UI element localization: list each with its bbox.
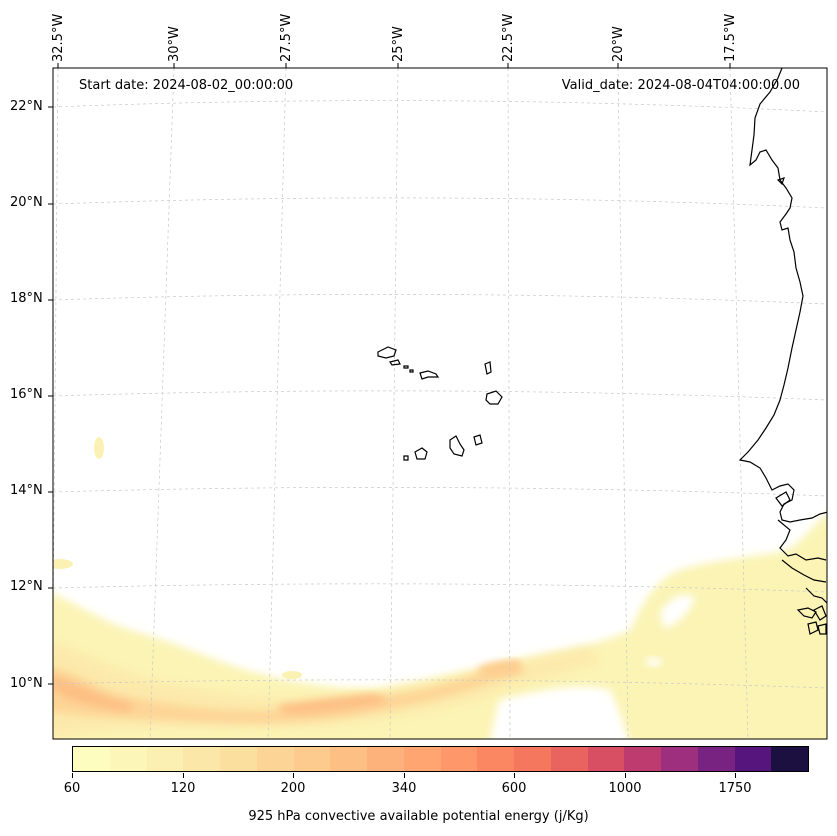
- lat-label-22n: 22°N: [10, 99, 43, 114]
- colorbar-segment: [440, 747, 478, 771]
- colorbar-segment: [293, 747, 331, 771]
- colorbar-tick: [625, 773, 626, 778]
- cape-region-mid: [53, 663, 526, 724]
- colorbar-segment: [73, 747, 110, 771]
- colorbar-tick: [735, 773, 736, 778]
- colorbar-tick: [514, 773, 515, 778]
- colorbar-segment: [109, 747, 147, 771]
- colorbar-segment: [550, 747, 588, 771]
- cape-region-high-2: [278, 694, 386, 715]
- cape-gap-2: [660, 594, 695, 628]
- colorbar: [72, 746, 809, 772]
- lon-label-30w: 30°W: [167, 26, 182, 62]
- colorbar-tick-label: 200: [280, 781, 306, 796]
- colorbar-segment: [514, 747, 551, 771]
- start-date-label: Start date: 2024-08-02_00:00:00: [79, 78, 294, 93]
- colorbar-segment: [220, 747, 257, 771]
- colorbar-segment: [330, 747, 367, 771]
- cape-field: [53, 437, 827, 739]
- colorbar-tick-label: 1750: [718, 781, 752, 796]
- valid-date-label: Valid_date: 2024-08-04T04:00:00.00: [561, 78, 800, 93]
- lat-label-20n: 20°N: [10, 195, 43, 210]
- lat-label-10n: 10°N: [10, 676, 43, 691]
- colorbar-segment: [183, 747, 220, 771]
- colorbar-segment: [697, 747, 735, 771]
- cape-region-south: [53, 514, 827, 739]
- colorbar-tick: [183, 773, 184, 778]
- colorbar-tick-label: 600: [501, 781, 527, 796]
- colorbar-segment: [477, 747, 514, 771]
- cape-verde-islands: [377, 346, 503, 461]
- colorbar-segment: [403, 747, 441, 771]
- colorbar-segment: [734, 747, 772, 771]
- colorbar-segment: [771, 747, 808, 771]
- cape-patch-edge: [53, 559, 73, 569]
- lon-label-20w: 20°W: [611, 26, 626, 62]
- colorbar-tick: [72, 773, 73, 778]
- lat-label-16n: 16°N: [10, 387, 43, 402]
- lon-label-17-5w: 17.5°W: [723, 13, 738, 62]
- colorbar-tick-label: 120: [170, 781, 196, 796]
- coastlines: [738, 68, 827, 635]
- lat-label-18n: 18°N: [10, 291, 43, 306]
- colorbar-tick-label: 340: [391, 781, 417, 796]
- lon-label-27-5w: 27.5°W: [279, 13, 294, 62]
- lon-label-32-5w: 32.5°W: [51, 13, 66, 62]
- lat-label-12n: 12°N: [10, 579, 43, 594]
- cape-gap-1: [490, 686, 629, 739]
- graticule: [53, 68, 827, 739]
- colorbar-segment: [146, 747, 184, 771]
- colorbar-title: 925 hPa convective available potential e…: [248, 809, 589, 824]
- colorbar-tick: [404, 773, 405, 778]
- colorbar-segment: [624, 747, 661, 771]
- cape-gap-3: [645, 657, 662, 667]
- colorbar-segment: [367, 747, 404, 771]
- colorbar-segment: [661, 747, 698, 771]
- lon-ticks: [57, 63, 731, 68]
- lon-label-25w: 25°W: [391, 26, 406, 62]
- lat-label-14n: 14°N: [10, 483, 43, 498]
- lat-ticks: [48, 106, 53, 685]
- colorbar-segment: [256, 747, 294, 771]
- map-frame: [52, 67, 828, 740]
- cape-region-high: [53, 675, 135, 712]
- colorbar-tick: [293, 773, 294, 778]
- colorbar-tick-label: 60: [63, 781, 81, 796]
- cape-patch-west: [94, 437, 104, 459]
- cape-patch-small: [282, 671, 302, 679]
- colorbar-segment: [587, 747, 625, 771]
- colorbar-tick-label: 1000: [608, 781, 642, 796]
- africa-coast: [738, 68, 827, 523]
- lon-label-22-5w: 22.5°W: [501, 13, 516, 62]
